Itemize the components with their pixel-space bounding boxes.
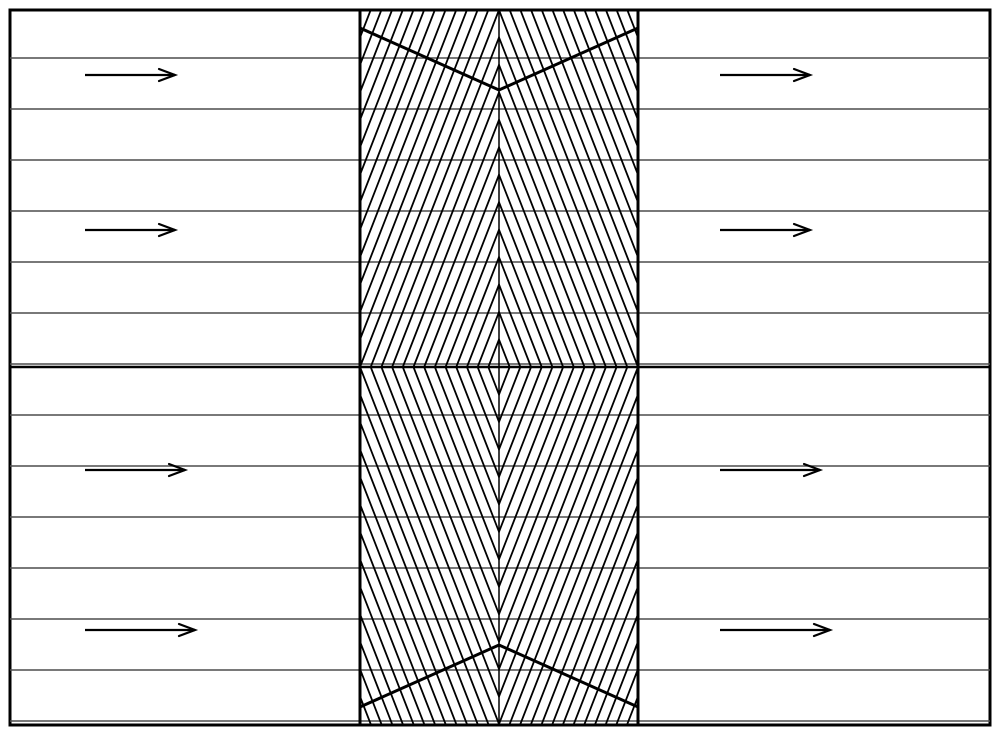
field-flow-diagram [0, 0, 1000, 735]
